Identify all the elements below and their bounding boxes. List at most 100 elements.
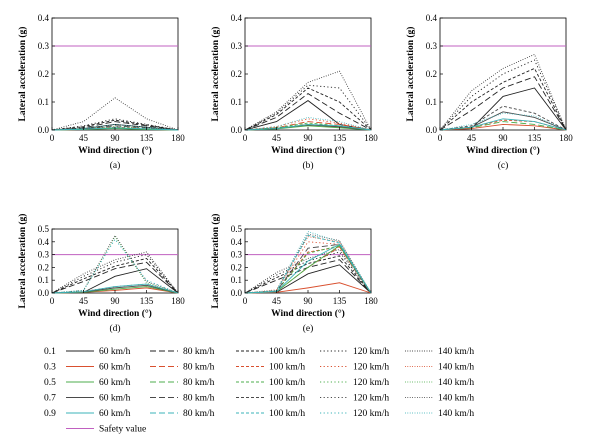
legend-factor-label: 0.5	[44, 378, 56, 388]
y-tick-label: 0.3	[38, 41, 50, 51]
chart-a: 0 45 90 135 180 0.0 0.1 0.2 0.3 0.4 Wind direction…	[17, 13, 185, 171]
legend-factor-label: 0.3	[44, 363, 56, 373]
x-tick-label: 0	[438, 133, 443, 143]
x-tick-label: 90	[304, 296, 314, 306]
x-tick-label: 135	[333, 133, 347, 143]
y-tick-label: 0.4	[231, 13, 243, 23]
x-tick-label: 0	[243, 296, 248, 306]
series-line	[51, 97, 179, 131]
x-tick-label: 0	[243, 133, 248, 143]
x-tick-label: 45	[79, 296, 89, 306]
y-tick-label: 0.5	[38, 224, 50, 234]
series-line	[244, 248, 372, 294]
y-tick-label: 0.4	[38, 237, 50, 247]
legend-speed-label: 80 km/h	[183, 378, 215, 388]
series-line	[244, 100, 372, 131]
chart-c: 0 45 90 135 180 0.0 0.1 0.2 0.3 0.4 Wind direction…	[405, 13, 573, 171]
legend-speed-label: 60 km/h	[99, 409, 131, 419]
legend-speed-label: 100 km/h	[269, 409, 305, 419]
series-line	[244, 231, 372, 294]
chart-e: 0 45 90 135 180 0.0 0.1 0.2 0.3 0.4 0.5 Wind direct…	[210, 214, 378, 334]
y-tick-label: 0.1	[38, 275, 49, 285]
legend-speed-label: 60 km/h	[99, 378, 131, 388]
y-tick-label: 0.4	[38, 13, 50, 23]
x-tick-label: 90	[304, 133, 314, 143]
y-tick-label: 0.2	[231, 69, 242, 79]
legend-factor-label: 0.1	[44, 347, 56, 357]
x-tick-label: 0	[50, 296, 55, 306]
y-tick-label: 0.2	[38, 262, 49, 272]
series-line	[244, 70, 372, 131]
legend-factor-label: 0.9	[44, 409, 56, 419]
y-tick-label: 0.0	[38, 125, 50, 135]
x-tick-label: 180	[364, 296, 378, 306]
x-axis-label: Wind direction (°)	[78, 145, 152, 156]
legend-speed-label: 140 km/h	[438, 394, 474, 404]
series-line	[244, 264, 372, 294]
x-tick-label: 180	[171, 133, 185, 143]
panel-caption: (e)	[303, 323, 314, 334]
series-line	[51, 257, 179, 294]
y-axis-label: Lateral acceleration (g)	[210, 214, 221, 309]
x-tick-label: 0	[50, 133, 55, 143]
y-axis-label: Lateral acceleration (g)	[405, 27, 416, 122]
series-line	[51, 283, 179, 294]
legend: 0.1 60 km/h 80 km/h 100 km/h 120 km/h 140 km/…	[44, 347, 474, 435]
legend-speed-label: 120 km/h	[353, 394, 389, 404]
legend-speed-label: 100 km/h	[269, 363, 305, 373]
y-tick-label: 0.1	[38, 97, 49, 107]
x-tick-label: 45	[272, 296, 282, 306]
y-tick-label: 0.0	[38, 288, 50, 298]
series-line	[51, 235, 179, 294]
y-tick-label: 0.1	[231, 97, 242, 107]
series-line	[439, 105, 567, 131]
series-line	[439, 112, 567, 131]
y-axis-label: Lateral acceleration (g)	[17, 214, 28, 309]
x-tick-label: 90	[111, 133, 121, 143]
plot-frame	[51, 17, 179, 131]
series-line	[439, 118, 567, 131]
y-tick-label: 0.2	[231, 262, 242, 272]
legend-speed-label: 100 km/h	[269, 347, 305, 357]
x-tick-label: 135	[528, 133, 542, 143]
legend-speed-label: 60 km/h	[99, 363, 131, 373]
x-tick-label: 180	[364, 133, 378, 143]
chart-b: 0 45 90 135 180 0.0 0.1 0.2 0.3 0.4 Wind direction…	[210, 13, 378, 171]
x-tick-label: 90	[111, 296, 121, 306]
legend-factor-label: 0.7	[44, 394, 56, 404]
chart-panels: 0 45 90 135 180 0.0 0.1 0.2 0.3 0.4 Wind direction…	[17, 13, 573, 334]
x-tick-label: 135	[333, 296, 347, 306]
y-tick-label: 0.2	[426, 69, 437, 79]
y-tick-label: 0.3	[231, 250, 243, 260]
series-line	[439, 76, 567, 131]
x-tick-label: 135	[140, 133, 154, 143]
x-tick-label: 180	[559, 133, 573, 143]
plot-frame	[51, 228, 179, 294]
panel-caption: (a)	[110, 160, 121, 171]
y-tick-label: 0.5	[231, 224, 243, 234]
x-tick-label: 45	[467, 133, 477, 143]
y-tick-label: 0.0	[426, 125, 438, 135]
y-axis-label: Lateral acceleration (g)	[210, 27, 221, 122]
chart-d: 0 45 90 135 180 0.0 0.1 0.2 0.3 0.4 0.5 Wind direct…	[17, 214, 185, 334]
x-axis-label: Wind direction (°)	[271, 308, 345, 319]
x-tick-label: 45	[272, 133, 282, 143]
legend-speed-label: 120 km/h	[353, 378, 389, 388]
x-tick-label: 135	[140, 296, 154, 306]
legend-speed-label: 100 km/h	[269, 394, 305, 404]
legend-speed-label: 100 km/h	[269, 378, 305, 388]
panel-caption: (b)	[302, 160, 313, 171]
legend-speed-label: 140 km/h	[438, 347, 474, 357]
series-line	[439, 53, 567, 131]
x-axis-label: Wind direction (°)	[466, 145, 540, 156]
series-line	[51, 121, 179, 131]
legend-safety-label: Safety value	[99, 424, 146, 435]
y-tick-label: 0.1	[231, 275, 242, 285]
y-axis-label: Lateral acceleration (g)	[17, 27, 28, 122]
y-tick-label: 0.4	[426, 13, 438, 23]
series-line	[244, 233, 372, 294]
y-tick-label: 0.0	[231, 125, 243, 135]
series-line	[439, 67, 567, 131]
series-line	[244, 84, 372, 131]
y-tick-label: 0.3	[38, 250, 50, 260]
